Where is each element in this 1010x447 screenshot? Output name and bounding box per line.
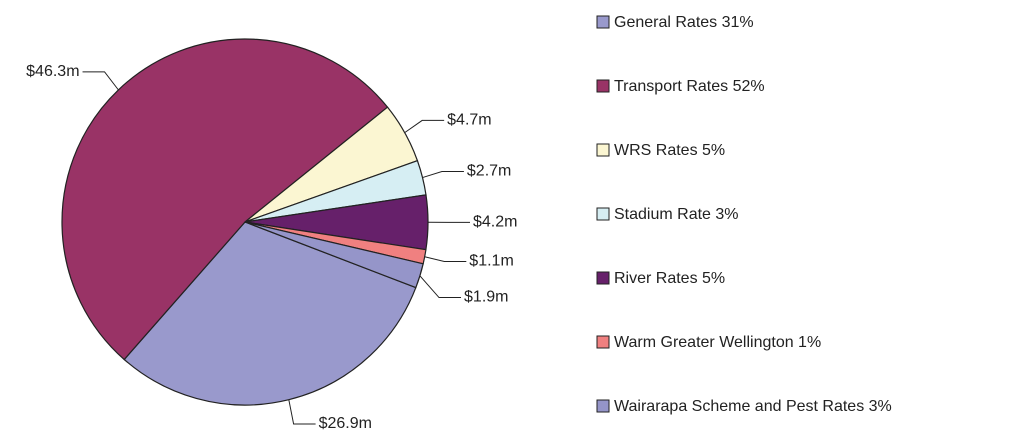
- leader-line: [289, 400, 316, 424]
- legend-swatch: [597, 272, 609, 284]
- leader-line: [405, 120, 444, 132]
- legend-swatch: [597, 336, 609, 348]
- data-label: $26.9m: [319, 415, 372, 432]
- leader-line: [423, 171, 464, 177]
- data-label: $4.7m: [447, 112, 491, 129]
- leader-line: [83, 72, 119, 90]
- legend-label: General Rates 31%: [614, 14, 754, 31]
- legend-swatch: [597, 400, 609, 412]
- data-label: $1.9m: [464, 289, 508, 306]
- data-label: $46.3m: [26, 63, 79, 80]
- legend-label: Transport Rates 52%: [614, 78, 765, 95]
- legend-swatch: [597, 208, 609, 220]
- legend-label: Warm Greater Wellington 1%: [614, 334, 821, 351]
- legend-label: Wairarapa Scheme and Pest Rates 3%: [614, 398, 892, 415]
- legend-label: WRS Rates 5%: [614, 142, 725, 159]
- data-label: $2.7m: [467, 163, 511, 180]
- legend-label: River Rates 5%: [614, 270, 725, 287]
- leader-line: [420, 276, 461, 298]
- legend-swatch: [597, 16, 609, 28]
- legend-swatch: [597, 144, 609, 156]
- data-label: $1.1m: [469, 253, 513, 270]
- data-label: $4.2m: [473, 214, 517, 231]
- legend-label: Stadium Rate 3%: [614, 206, 739, 223]
- legend-swatch: [597, 80, 609, 92]
- leader-line: [425, 257, 467, 262]
